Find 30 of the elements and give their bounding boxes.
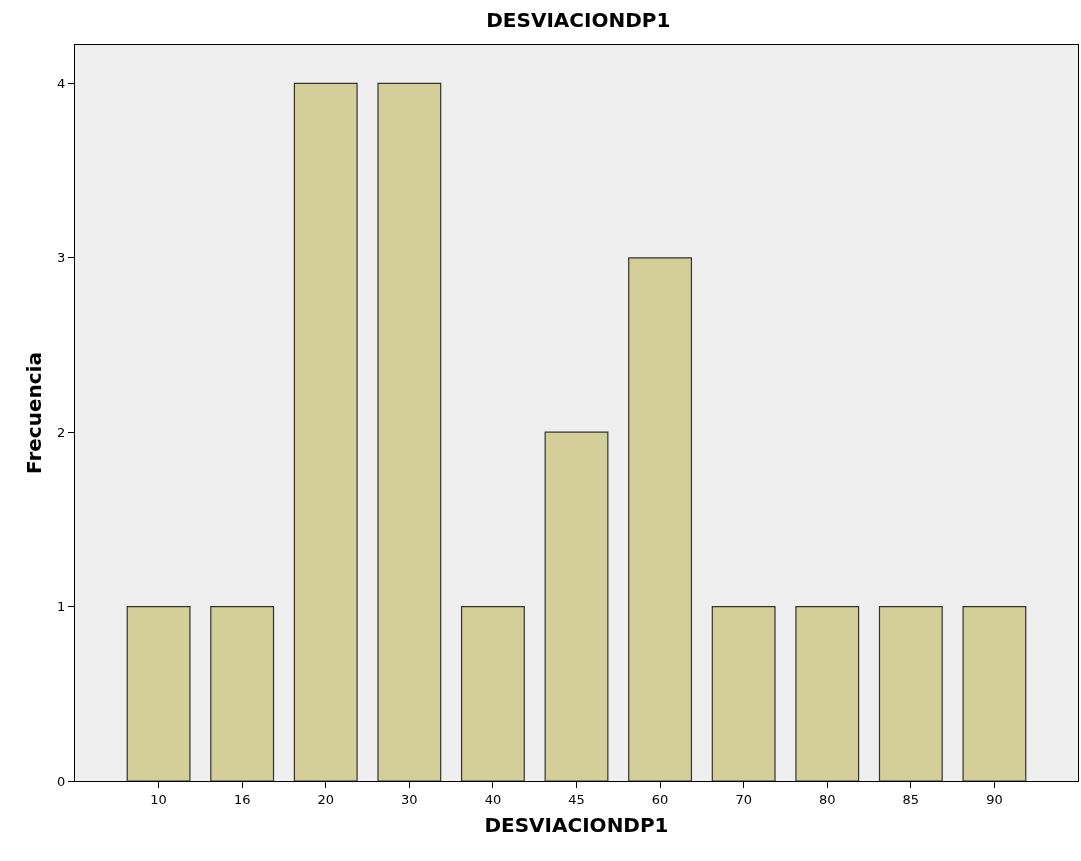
bar: [878, 605, 943, 781]
y-tick-label: 3: [57, 250, 66, 266]
x-axis-title: DESVIACIONDP1: [484, 813, 669, 838]
x-tick-label: 45: [568, 791, 585, 807]
bar: [377, 82, 442, 781]
bar: [544, 431, 609, 781]
bar: [628, 257, 693, 781]
bar: [293, 82, 358, 781]
x-tick-label: 60: [651, 791, 669, 807]
chart-title: DESVIACIONDP1: [486, 7, 671, 32]
x-tick-label: 40: [484, 791, 502, 807]
x-tick-label: 70: [735, 791, 752, 807]
x-tick-label: 20: [317, 791, 335, 807]
y-tick-label: 4: [57, 75, 66, 91]
x-tick-label: 10: [150, 791, 167, 807]
y-tick-label: 0: [57, 773, 66, 789]
bar: [711, 605, 776, 781]
x-tick-label: 16: [233, 791, 251, 807]
bar: [460, 605, 525, 781]
bar: [126, 605, 191, 781]
x-tick-label: 90: [986, 791, 1003, 807]
bar: [210, 605, 275, 781]
bar: [795, 605, 860, 781]
bar: [962, 605, 1027, 781]
y-tick-label: 1: [57, 599, 66, 615]
y-axis-title: Frecuencia: [21, 352, 46, 474]
y-tick-label: 2: [57, 424, 66, 440]
x-tick-label: 30: [401, 791, 418, 807]
x-tick-label: 85: [902, 791, 920, 807]
x-tick-label: 80: [818, 791, 836, 807]
